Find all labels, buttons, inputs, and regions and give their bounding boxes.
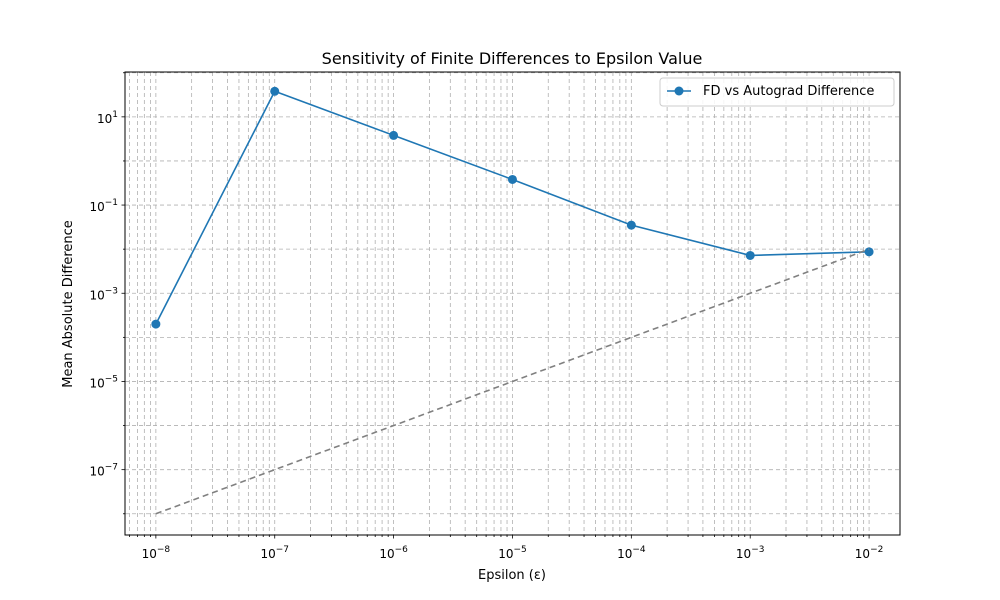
data-point	[626, 220, 636, 230]
legend-label: FD vs Autograd Difference	[703, 84, 874, 99]
data-point	[270, 86, 280, 96]
x-tick-label: 10−2	[855, 545, 884, 561]
x-tick-label: 10−5	[498, 545, 527, 561]
reference-line	[155, 248, 870, 515]
data-point	[151, 319, 161, 329]
y-tick-label: 10−3	[89, 286, 118, 302]
data-point	[745, 250, 755, 260]
data-point	[864, 247, 874, 257]
x-tick-label: 10−4	[617, 545, 646, 561]
grid	[125, 72, 900, 535]
data-point	[389, 130, 399, 140]
y-tick-label: 10−1	[89, 198, 118, 214]
legend: FD vs Autograd Difference	[659, 77, 895, 107]
series-layer	[151, 86, 874, 515]
x-axis-title: Epsilon (ε)	[478, 568, 546, 583]
ticks: 10−8 10−7 10−6 10−5 10−4 10−3 10−2 10−7 10−5 10−3…	[89, 72, 884, 561]
y-tick-label: 10−5	[89, 374, 118, 390]
x-tick-label: 10−3	[736, 545, 765, 561]
x-tick-label: 10−8	[142, 545, 171, 561]
x-tick-label: 10−7	[260, 545, 289, 561]
y-axis-title: Mean Absolute Difference	[61, 220, 76, 388]
y-tick-label: 101	[97, 110, 118, 126]
legend-box	[659, 77, 895, 107]
y-tick-label: 10−7	[89, 463, 118, 479]
data-point	[507, 174, 517, 184]
x-tick-label: 10−6	[379, 545, 408, 561]
chart-title: Sensitivity of Finite Differences to Eps…	[322, 49, 703, 68]
legend-marker-swatch	[674, 86, 684, 96]
